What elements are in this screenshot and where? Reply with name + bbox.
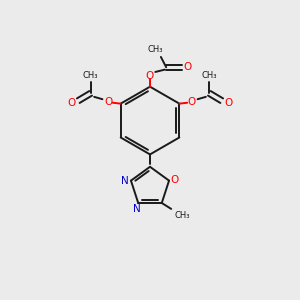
Text: CH₃: CH₃ [148,45,163,54]
Text: O: O [188,97,196,107]
Text: CH₃: CH₃ [83,71,98,80]
Text: O: O [224,98,232,108]
Text: O: O [171,175,179,185]
Text: O: O [184,62,192,72]
Text: CH₃: CH₃ [202,71,217,80]
Text: O: O [104,97,112,107]
Text: O: O [146,70,154,80]
Text: N: N [121,176,129,186]
Text: CH₃: CH₃ [174,211,190,220]
Text: O: O [68,98,76,108]
Text: N: N [133,204,141,214]
